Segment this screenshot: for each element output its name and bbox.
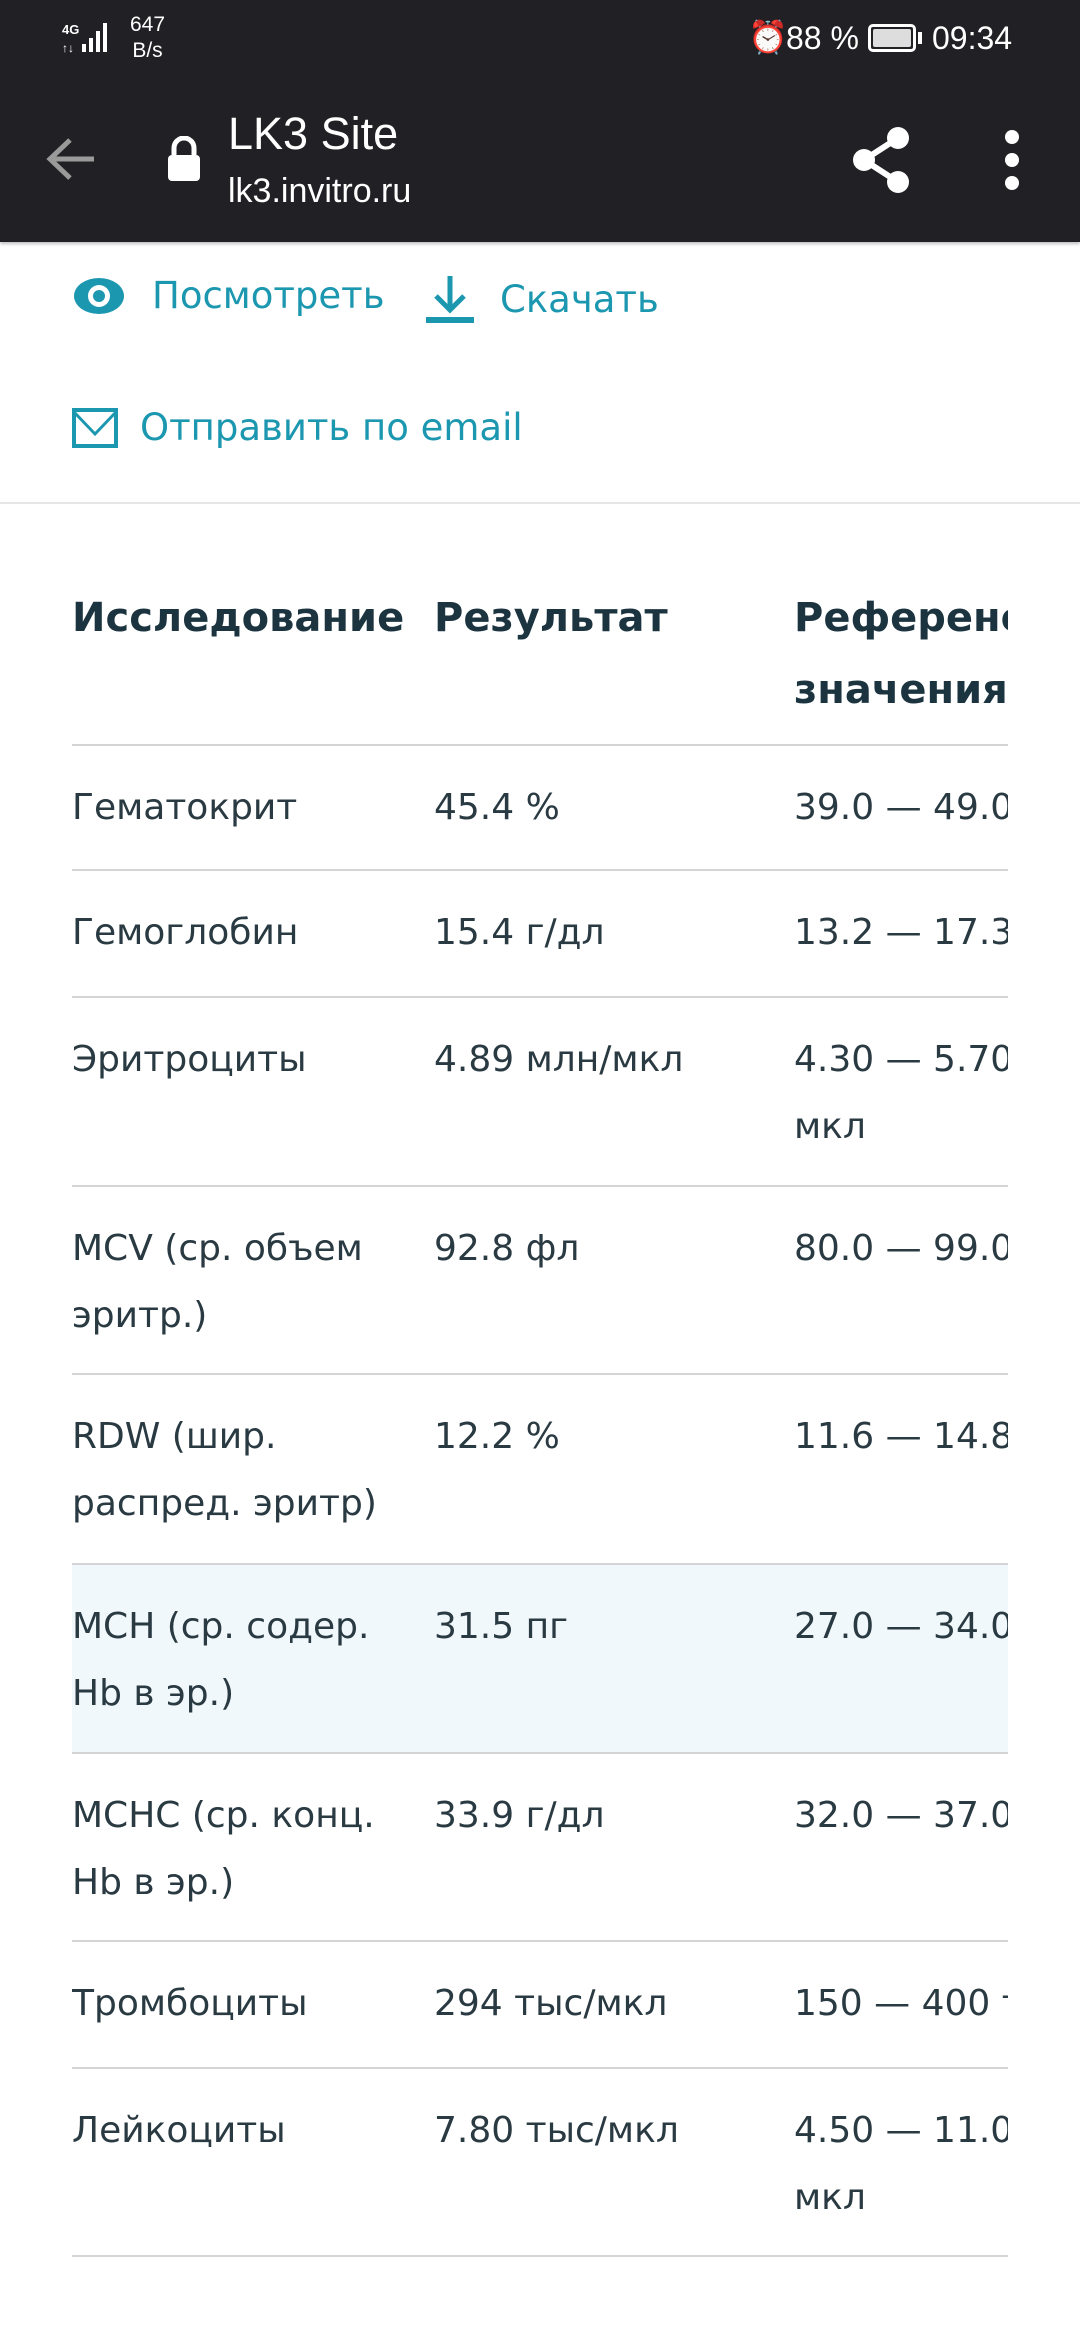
network-speed: 647 B/s	[130, 13, 166, 62]
cell-reference: 39.0 — 49.0	[794, 787, 1008, 828]
cell-study: Лейкоциты	[72, 2110, 286, 2151]
battery-percent: 88 %	[786, 20, 859, 56]
cell-reference: 150 — 400 тыс	[794, 1983, 1008, 2024]
cell-study: Тромбоциты	[72, 1983, 308, 2024]
cell-result: 15.4 г/дл	[434, 912, 605, 953]
cell-result: 33.9 г/дл	[434, 1795, 605, 1836]
cell-result: 45.4 %	[434, 787, 560, 828]
mail-icon	[72, 407, 118, 448]
cell-study: MCH (ср. содер. Hb в эр.)	[72, 1606, 370, 1714]
eye-icon	[74, 277, 124, 314]
alarm-icon: ⏰	[748, 19, 788, 55]
cell-study: RDW (шир. распред. эритр)	[72, 1416, 377, 1524]
cell-study: Эритроциты	[72, 1039, 307, 1080]
header-result: Результат	[434, 595, 668, 641]
email-button[interactable]: Отправить по email	[72, 406, 523, 449]
table-row: MCH (ср. содер. Hb в эр.) 31.5 пг 27.0 —…	[72, 1565, 1008, 1754]
cell-result: 12.2 %	[434, 1416, 560, 1457]
browser-toolbar: LK3 Site lk3.invitro.ru	[0, 76, 1080, 242]
cell-study: Гематокрит	[72, 787, 298, 828]
table-row: MCHC (ср. конц. Hb в эр.) 33.9 г/дл 32.0…	[72, 1754, 1008, 1942]
cell-reference: 4.50 — 11.00мкл	[794, 2110, 1008, 2218]
share-icon[interactable]	[850, 126, 914, 194]
clock: 09:34	[932, 20, 1013, 56]
more-options-icon[interactable]	[998, 128, 1026, 192]
cell-reference: 27.0 — 34.0 п	[794, 1606, 1008, 1647]
status-bar: 4G ↑↓ 647 B/s ⏰ 88 % 09:34	[0, 0, 1080, 76]
back-arrow-icon[interactable]	[44, 134, 100, 184]
cell-result: 4.89 млн/мкл	[434, 1039, 684, 1080]
table-row: RDW (шир. распред. эритр) 12.2 % 11.6 — …	[72, 1375, 1008, 1565]
download-icon	[426, 276, 474, 323]
table-header: Исследование Результат Референснзначения	[72, 560, 1008, 746]
page-title: LK3 Site	[228, 108, 399, 159]
table-row: Тромбоциты 294 тыс/мкл 150 — 400 тыс	[72, 1942, 1008, 2069]
cell-reference: 80.0 — 99.0	[794, 1228, 1008, 1269]
header-study: Исследование	[72, 595, 405, 641]
svg-text:4G: 4G	[62, 22, 79, 37]
cell-reference: 32.0 — 37.0 г	[794, 1795, 1008, 1836]
cell-result: 92.8 фл	[434, 1228, 580, 1269]
battery-icon	[868, 24, 916, 52]
page-url: lk3.invitro.ru	[228, 172, 412, 210]
table-row: MCV (ср. объем эритр.) 92.8 фл 80.0 — 99…	[72, 1187, 1008, 1375]
svg-text:↑↓: ↑↓	[62, 41, 74, 54]
table-row: Эритроциты 4.89 млн/мкл 4.30 — 5.70 ммкл	[72, 998, 1008, 1187]
cell-result: 294 тыс/мкл	[434, 1983, 668, 2024]
view-button[interactable]: Посмотреть	[72, 274, 385, 317]
cell-reference: 13.2 — 17.3 г	[794, 912, 1008, 953]
download-button[interactable]: Скачать	[426, 274, 659, 324]
cell-study: MCHC (ср. конц. Hb в эр.)	[72, 1795, 375, 1903]
cell-result: 31.5 пг	[434, 1606, 569, 1647]
cell-reference: 11.6 — 14.8	[794, 1416, 1008, 1457]
header-reference: Референснзначения	[794, 595, 1008, 713]
table-row: Лейкоциты 7.80 тыс/мкл 4.50 — 11.00мкл	[72, 2069, 1008, 2257]
cell-study: MCV (ср. объем эритр.)	[72, 1228, 363, 1336]
table-row: Гематокрит 45.4 % 39.0 — 49.0	[72, 746, 1008, 871]
table-row: Гемоглобин 15.4 г/дл 13.2 — 17.3 г	[72, 871, 1008, 998]
cell-reference: 4.30 — 5.70 ммкл	[794, 1039, 1008, 1147]
results-table: Исследование Результат Референснзначения…	[72, 560, 1008, 2257]
lock-icon	[168, 136, 200, 181]
cell-result: 7.80 тыс/мкл	[434, 2110, 679, 2151]
divider	[0, 502, 1080, 504]
cell-study: Гемоглобин	[72, 912, 299, 953]
signal-icon: 4G ↑↓	[62, 22, 107, 54]
